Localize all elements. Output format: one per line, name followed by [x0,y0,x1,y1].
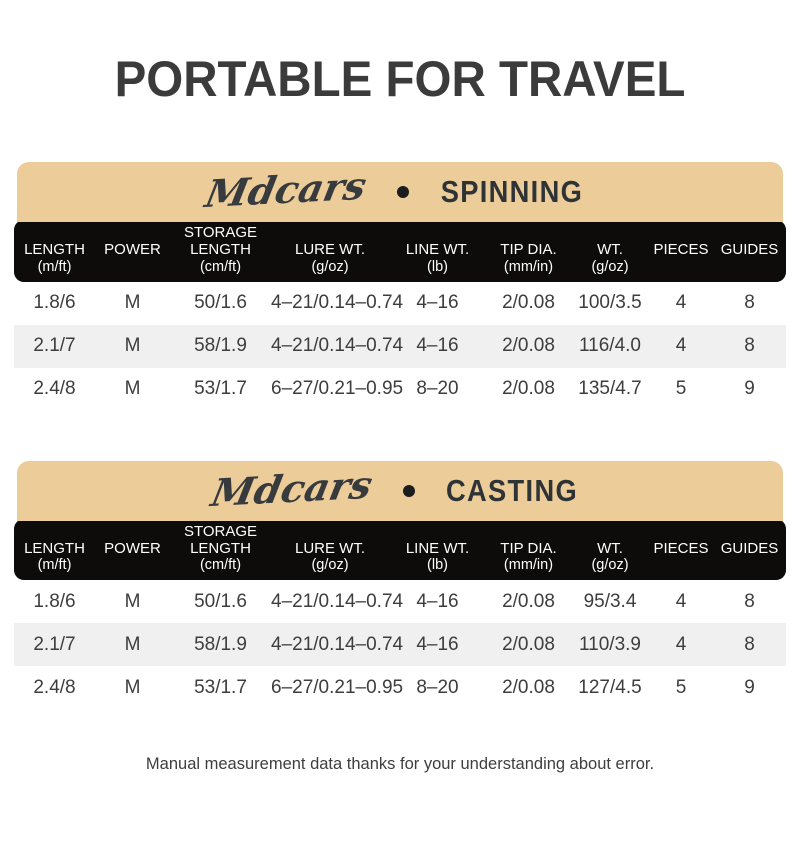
col-header-guides: GUIDES [713,220,786,282]
cell-length: 2.4/8 [33,378,76,399]
col-header-power: POWER [95,220,170,282]
cell-lure-wt: 6–27/0.21–0.95 [271,378,404,399]
cell-power: M [95,623,170,666]
cell-storage-length: 53/1.7 [194,378,247,399]
cell-storage-length: 50/1.6 [194,292,247,313]
spinning-header-row: LENGTH (m/ft) POWER STORAGE LENGTH (cm/ft)… [14,220,786,282]
cell-guides: 8 [744,590,755,612]
cell-line-wt: 4–16 [389,623,486,666]
cell-power: M [124,292,141,313]
cell-line-wt: 4–16 [416,590,459,612]
col-header-length: LENGTH (m/ft) [14,220,95,282]
cell-guides: 9 [744,676,755,698]
cell-guides: 8 [713,324,786,368]
cell-storage-length: 53/1.7 [194,676,247,698]
casting-spec-table: LENGTH (m/ft) POWER STORAGE LENGTH (cm/ft)… [14,518,786,710]
col-header-tip-dia: TIP DIA. (mm/in) [486,518,571,580]
casting-section: Mdcars CASTING LENGTH (m/ft) POWER STORAG… [14,460,786,710]
col-header-line-wt: LINE WT. (lb) [389,220,486,282]
col-header-storage-length: STORAGE LENGTH (cm/ft) [170,518,271,580]
cell-power: M [124,590,141,612]
cell-lure-wt: 4–21/0.14–0.74 [271,324,403,368]
cell-wt: 95/3.4 [583,590,637,612]
cell-length: 1.8/6 [33,590,76,612]
spec-row: 1.8/6 M 50/1.6 4–21/0.14–0.74 4–16 2/0.0… [14,580,786,623]
col-header-storage-length: STORAGE LENGTH (cm/ft) [170,220,271,282]
cell-lure-wt: 4–21/0.14–0.74 [271,292,404,313]
cell-lure-wt: 4–21/0.14–0.74 [271,590,404,612]
col-header-wt: WT. (g/oz) [571,220,649,282]
col-header-guides: GUIDES [713,518,786,580]
cell-storage-length: 58/1.9 [170,623,271,666]
cell-lure-wt: 4–21/0.14–0.74 [271,623,403,666]
cell-power: M [95,324,170,368]
cell-pieces: 5 [675,676,687,698]
footer-note: Manual measurement data thanks for your … [145,755,655,773]
bullet-icon [396,186,409,198]
cell-tip-dia: 2/0.08 [502,590,555,612]
cell-wt: 127/4.5 [578,676,642,698]
cell-pieces: 4 [675,292,687,313]
cell-line-wt: 8–20 [416,378,459,399]
cell-storage-length: 50/1.6 [194,590,247,612]
col-header-lure-wt: LURE WT. (g/oz) [271,518,389,580]
cell-length: 2.1/7 [14,324,95,368]
cell-pieces: 4 [649,324,713,368]
col-header-length: LENGTH (m/ft) [14,518,95,580]
cell-tip-dia: 2/0.08 [502,378,555,399]
col-header-pieces: PIECES [649,220,713,282]
col-header-pieces: PIECES [649,518,713,580]
spec-row: 2.1/7 M 58/1.9 4–21/0.14–0.74 4–16 2/0.0… [14,324,786,368]
spinning-section: Mdcars SPINNING LENGTH (m/ft) POWER STORA… [14,162,786,411]
cell-guides: 8 [713,623,786,666]
cell-tip-dia: 2/0.08 [486,324,571,368]
cell-wt: 110/3.9 [571,623,649,666]
cell-pieces: 4 [649,623,713,666]
cell-pieces: 5 [675,378,687,399]
cell-length: 2.4/8 [33,676,76,698]
bullet-icon [402,484,415,497]
spec-row: 1.8/6 M 50/1.6 4–21/0.14–0.74 4–16 2/0.0… [14,282,786,325]
casting-band: Mdcars CASTING [17,460,783,521]
cell-line-wt: 4–16 [389,324,486,368]
cell-tip-dia: 2/0.08 [486,623,571,666]
casting-header-row: LENGTH (m/ft) POWER STORAGE LENGTH (cm/ft)… [14,518,786,580]
cell-pieces: 4 [675,590,687,612]
col-header-lure-wt: LURE WT. (g/oz) [271,220,389,282]
cell-tip-dia: 2/0.08 [502,292,555,313]
spec-row: 2.4/8 M 53/1.7 6–27/0.21–0.95 8–20 2/0.0… [14,666,786,709]
cell-power: M [124,676,141,698]
cell-wt: 100/3.5 [578,292,642,313]
cell-line-wt: 8–20 [416,676,459,698]
col-header-power: POWER [95,518,170,580]
spinning-band: Mdcars SPINNING [17,162,783,222]
col-header-tip-dia: TIP DIA. (mm/in) [486,220,571,282]
spec-row: 2.1/7 M 58/1.9 4–21/0.14–0.74 4–16 2/0.0… [14,623,786,666]
cell-tip-dia: 2/0.08 [502,676,555,698]
spinning-band-title: SPINNING [440,174,584,209]
casting-band-title: CASTING [445,472,578,508]
spec-row: 2.4/8 M 53/1.7 6–27/0.21–0.95 8–20 2/0.0… [14,368,786,411]
brand-logo: Mdcars [207,461,377,515]
cell-wt: 116/4.0 [571,324,649,368]
cell-guides: 9 [744,378,755,399]
cell-storage-length: 58/1.9 [170,324,271,368]
cell-line-wt: 4–16 [416,292,459,313]
cell-lure-wt: 6–27/0.21–0.95 [271,676,404,698]
page-title: PORTABLE FOR TRAVEL [114,51,686,107]
cell-wt: 135/4.7 [578,378,642,399]
col-header-line-wt: LINE WT. (lb) [389,518,486,580]
brand-logo: Mdcars [201,162,371,217]
cell-guides: 8 [744,292,755,313]
spinning-spec-table: LENGTH (m/ft) POWER STORAGE LENGTH (cm/ft)… [14,220,786,411]
cell-length: 1.8/6 [33,292,76,313]
cell-power: M [124,378,141,399]
col-header-wt: WT. (g/oz) [571,518,649,580]
cell-length: 2.1/7 [14,623,95,666]
